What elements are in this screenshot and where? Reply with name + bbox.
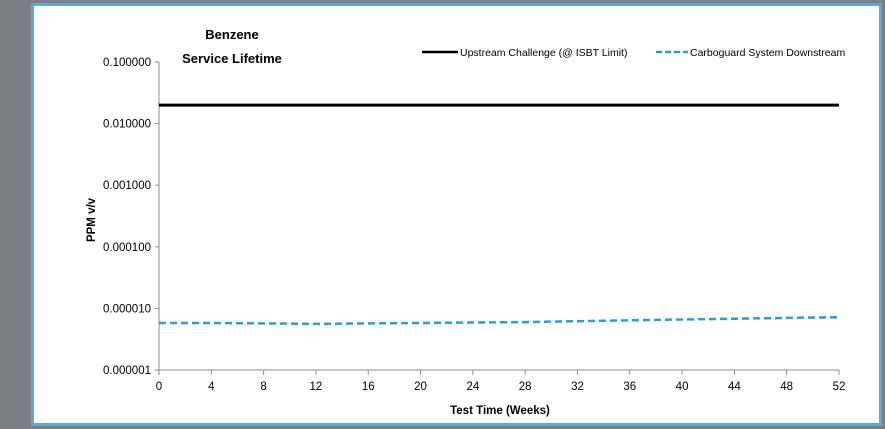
axes: 0.100000 0.010000 0.001000 0.000100 0.000010… <box>103 57 845 393</box>
x-tick-label: 28 <box>519 381 532 393</box>
x-tick-label: 24 <box>466 381 479 393</box>
series-line-downstream <box>159 315 840 326</box>
x-tick-label: 8 <box>260 381 266 393</box>
legend: Upstream Challenge (@ ISBT Limit) Carbog… <box>422 47 845 59</box>
x-tick-label: 48 <box>780 381 793 393</box>
x-tick-label: 44 <box>728 381 741 393</box>
x-axis-title: Test Time (Weeks) <box>450 405 550 417</box>
y-tick-label: 0.010000 <box>103 119 151 131</box>
x-tick-label: 36 <box>623 381 636 393</box>
x-tick-label: 0 <box>156 381 162 393</box>
y-axis-title: PPM v/v <box>86 197 98 242</box>
y-tick-label: 0.001000 <box>103 180 151 192</box>
x-tick-label: 16 <box>362 381 375 393</box>
chart-title-line-1: Benzene <box>205 27 258 42</box>
y-tick-label: 0.000001 <box>103 365 151 377</box>
legend-label-upstream: Upstream Challenge (@ ISBT Limit) <box>460 47 627 59</box>
legend-label-downstream: Carboguard System Downstream <box>690 47 845 59</box>
chart-title-line-2: Service Lifetime <box>182 51 282 66</box>
y-tick-label: 0.100000 <box>103 57 151 69</box>
series-layer <box>159 103 840 326</box>
x-tick-label: 40 <box>676 381 689 393</box>
chart-frame: Benzene Service Lifetime PPM v/v Test Ti… <box>31 3 882 426</box>
x-tick-label: 32 <box>571 381 584 393</box>
y-tick-label: 0.000010 <box>103 303 151 315</box>
x-tick-label: 4 <box>208 381 215 393</box>
x-tick-label: 52 <box>833 381 846 393</box>
y-tick-label: 0.000100 <box>103 242 151 254</box>
x-tick-label: 20 <box>414 381 427 393</box>
x-tick-label: 12 <box>310 381 323 393</box>
chart-plot: Benzene Service Lifetime PPM v/v Test Ti… <box>86 27 845 417</box>
